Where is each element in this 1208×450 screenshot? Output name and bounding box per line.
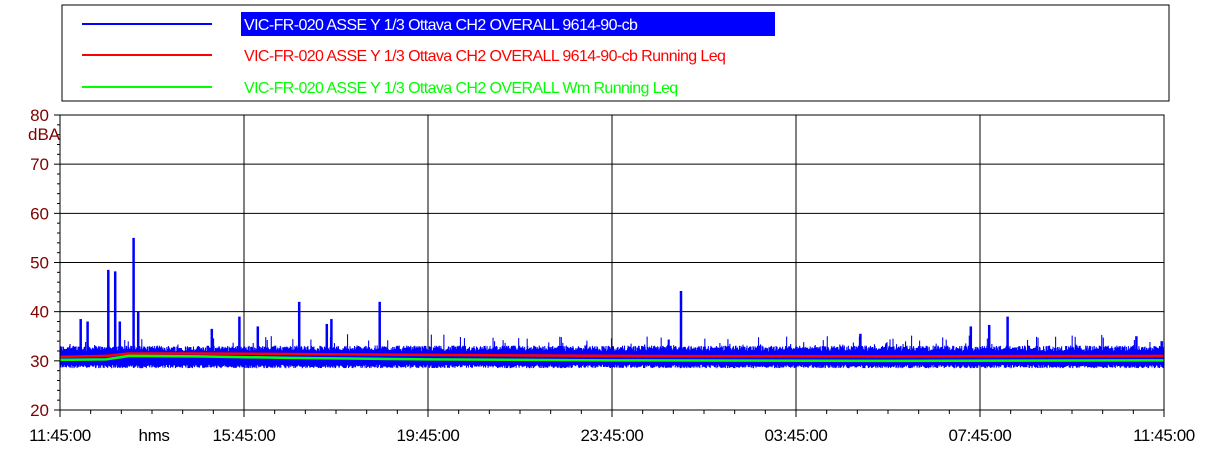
x-tick-label: 23:45:00: [581, 426, 644, 445]
y-tick-label: 20: [30, 401, 49, 420]
legend-label-green: VIC-FR-020 ASSE Y 1/3 Ottava CH2 OVERALL…: [244, 80, 678, 97]
y-tick-label: 30: [30, 352, 49, 371]
legend-label-red: VIC-FR-020 ASSE Y 1/3 Ottava CH2 OVERALL…: [244, 48, 725, 65]
series-running-leq-line: [59, 352, 1165, 359]
x-tick-label: 11:45:00: [29, 426, 91, 445]
series-wm-running-leq: [59, 354, 1165, 363]
x-tick-label: 15:45:00: [213, 426, 276, 445]
legend-highlight: [241, 12, 775, 36]
x-tick-label: 19:45:00: [397, 426, 460, 445]
x-tick-label: 03:45:00: [765, 426, 828, 445]
plot-frame: [59, 114, 1165, 411]
legend-label-blue: VIC-FR-020 ASSE Y 1/3 Ottava CH2 OVERALL…: [244, 17, 638, 34]
y-tick-label: 50: [30, 254, 49, 273]
x-tick-label: 11:45:00: [1133, 426, 1195, 445]
y-axis-label: dBA: [28, 125, 61, 144]
series-running-leq: [59, 352, 1165, 359]
y-tick-label: 80: [30, 106, 49, 125]
y-tick-label: 60: [30, 204, 49, 223]
y-tick-label: 40: [30, 303, 49, 322]
legend: VIC-FR-020 ASSE Y 1/3 Ottava CH2 OVERALL…: [61, 4, 1170, 102]
x-axis-label: hms: [139, 426, 170, 445]
series-wm-running-leq-line: [59, 354, 1165, 363]
axes: 20 30 40 50 60 70 80 11:45:00 15:45:00 19:45:00 23…: [29, 106, 1195, 445]
y-tick-label: 70: [30, 155, 49, 174]
x-tick-label: 07:45:00: [949, 426, 1012, 445]
